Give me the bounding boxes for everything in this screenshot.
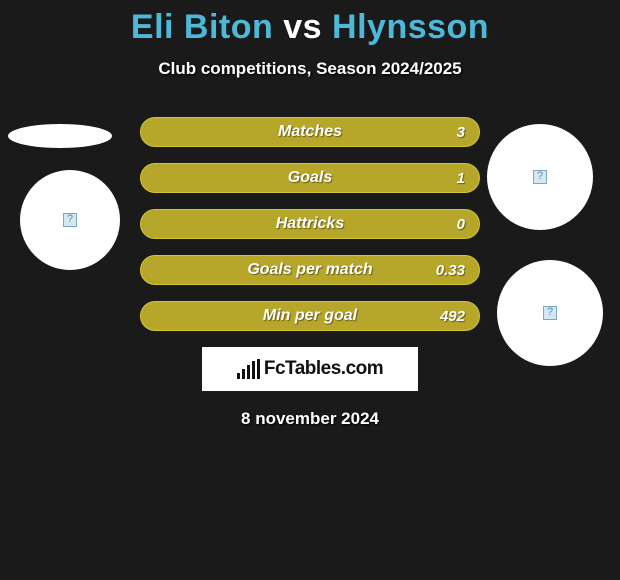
stat-value: 3 xyxy=(457,124,465,141)
stat-value: 1 xyxy=(457,170,465,187)
placeholder-icon xyxy=(543,306,557,320)
fctables-logo: FcTables.com xyxy=(237,358,383,380)
stat-row: Goals per match 0.33 xyxy=(140,255,480,285)
logo-bars-icon xyxy=(237,359,260,379)
stat-value: 0.33 xyxy=(436,262,465,279)
stat-label: Min per goal xyxy=(263,307,357,325)
decoration-ellipse xyxy=(8,124,112,148)
stat-label: Goals xyxy=(288,169,332,187)
subtitle: Club competitions, Season 2024/2025 xyxy=(0,59,620,79)
placeholder-icon xyxy=(63,213,77,227)
date-text: 8 november 2024 xyxy=(0,409,620,429)
decoration-circle-left xyxy=(20,170,120,270)
decoration-circle-top-right xyxy=(487,124,593,230)
stat-value: 492 xyxy=(440,308,465,325)
player1-name: Eli Biton xyxy=(131,8,273,46)
stat-label: Goals per match xyxy=(247,261,372,279)
stat-row: Matches 3 xyxy=(140,117,480,147)
stat-row: Goals 1 xyxy=(140,163,480,193)
stat-label: Matches xyxy=(278,123,342,141)
stat-row: Hattricks 0 xyxy=(140,209,480,239)
player2-name: Hlynsson xyxy=(332,8,489,46)
decoration-circle-bottom-right xyxy=(497,260,603,366)
page-title: Eli Biton vs Hlynsson xyxy=(0,0,620,47)
vs-text: vs xyxy=(283,8,322,46)
stat-label: Hattricks xyxy=(276,215,344,233)
brand-badge: FcTables.com xyxy=(202,347,418,391)
stat-value: 0 xyxy=(457,216,465,233)
stat-row: Min per goal 492 xyxy=(140,301,480,331)
brand-text: FcTables.com xyxy=(264,358,383,380)
stats-container: Matches 3 Goals 1 Hattricks 0 Goals per match 0… xyxy=(140,117,480,331)
placeholder-icon xyxy=(533,170,547,184)
